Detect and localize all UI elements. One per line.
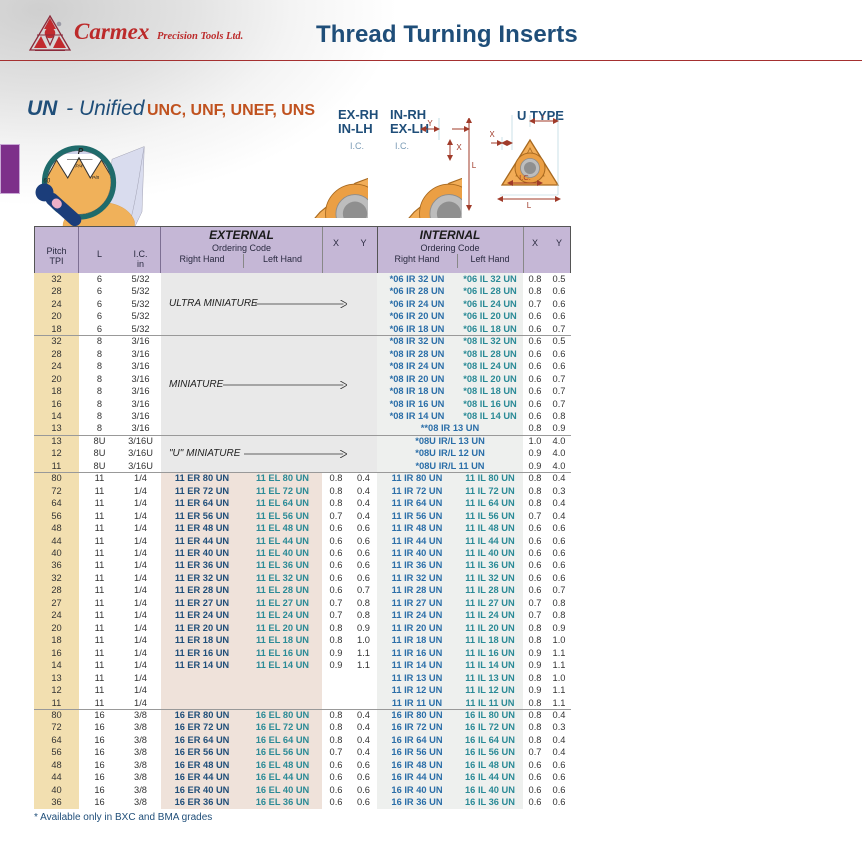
svg-text:L: L [472, 161, 477, 170]
svg-text:X: X [490, 130, 495, 139]
svg-text:Y: Y [540, 115, 546, 120]
svg-text:I.C.: I.C. [519, 173, 531, 182]
svg-text:P/4: P/4 [75, 164, 83, 170]
svg-text:P/8: P/8 [92, 175, 100, 181]
svg-text:X: X [456, 143, 462, 152]
svg-text:P: P [78, 147, 84, 156]
svg-text:L: L [527, 201, 532, 210]
svg-text:Y: Y [427, 119, 433, 128]
